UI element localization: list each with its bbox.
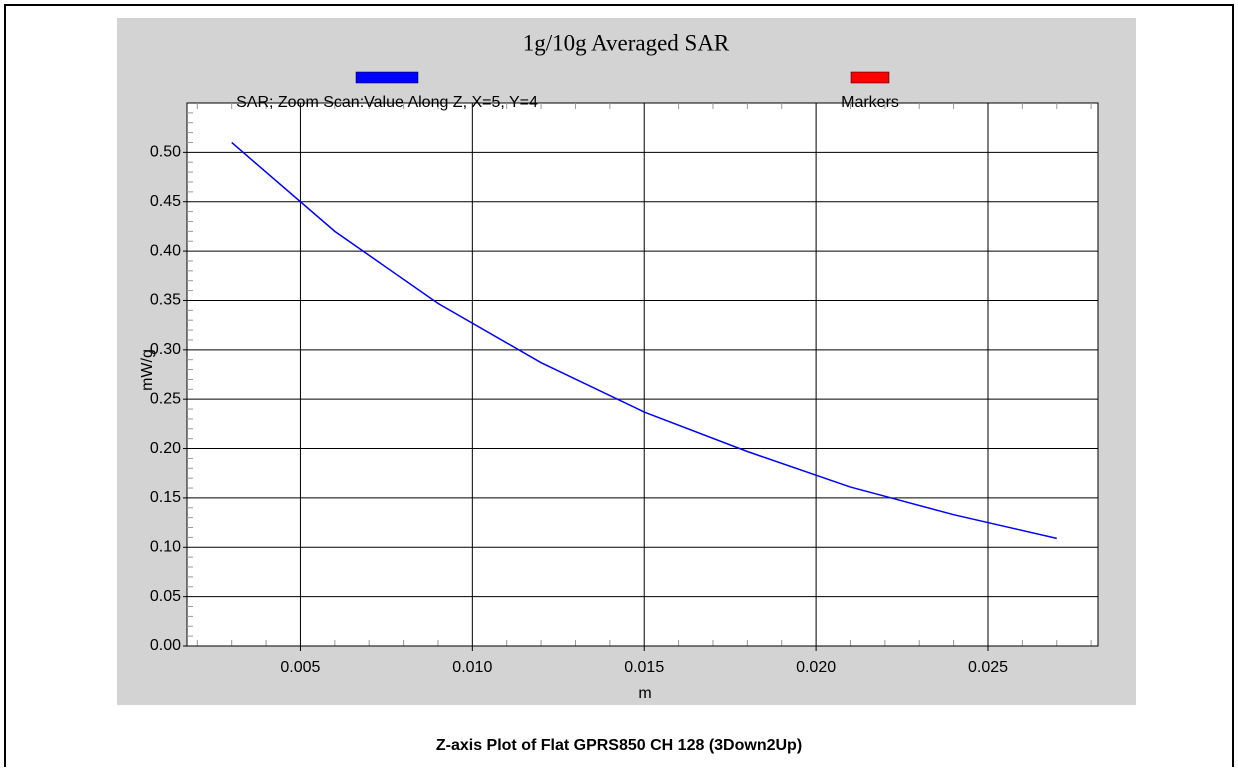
y-tick-label: 0.15 — [150, 489, 181, 506]
y-tick-label: 0.35 — [150, 292, 181, 309]
y-tick-label: 0.10 — [150, 538, 181, 555]
legend-swatch — [355, 71, 419, 84]
y-tick-label: 0.05 — [150, 588, 181, 605]
y-tick-label: 0.20 — [150, 440, 181, 457]
x-tick-label: 0.015 — [624, 659, 664, 676]
y-tick-label: 0.00 — [150, 637, 181, 654]
y-tick-label: 0.45 — [150, 193, 181, 210]
x-tick-label: 0.020 — [796, 659, 836, 676]
data-line — [231, 141, 1057, 540]
y-tick-label: 0.40 — [150, 242, 181, 259]
x-tick-label: 0.005 — [280, 659, 320, 676]
legend-label: SAR; Zoom Scan:Value Along Z, X=5, Y=4 — [236, 94, 538, 111]
x-tick-label: 0.025 — [968, 659, 1008, 676]
caption: Z-axis Plot of Flat GPRS850 CH 128 (3Dow… — [436, 737, 802, 754]
y-tick-label: 0.30 — [150, 341, 181, 358]
y-tick-label: 0.25 — [150, 390, 181, 407]
legend-swatch — [850, 71, 890, 84]
y-axis-label: mW/g — [139, 349, 156, 391]
y-tick-label: 0.50 — [150, 144, 181, 161]
chart-title: 1g/10g Averaged SAR — [523, 30, 730, 55]
x-tick-label: 0.010 — [452, 659, 492, 676]
legend-label: Markers — [841, 94, 899, 111]
x-axis-label: m — [638, 685, 651, 702]
plot-area — [186, 102, 1099, 647]
frame — [4, 4, 1234, 772]
